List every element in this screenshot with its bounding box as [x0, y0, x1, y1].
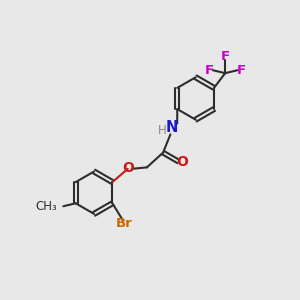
Text: O: O	[177, 155, 188, 170]
Text: Br: Br	[116, 218, 133, 230]
Text: F: F	[205, 64, 214, 77]
Text: CH₃: CH₃	[36, 200, 57, 213]
Text: F: F	[236, 64, 246, 77]
Text: N: N	[166, 120, 178, 135]
Text: O: O	[122, 161, 134, 175]
Text: H: H	[158, 124, 167, 137]
Text: F: F	[220, 50, 230, 63]
